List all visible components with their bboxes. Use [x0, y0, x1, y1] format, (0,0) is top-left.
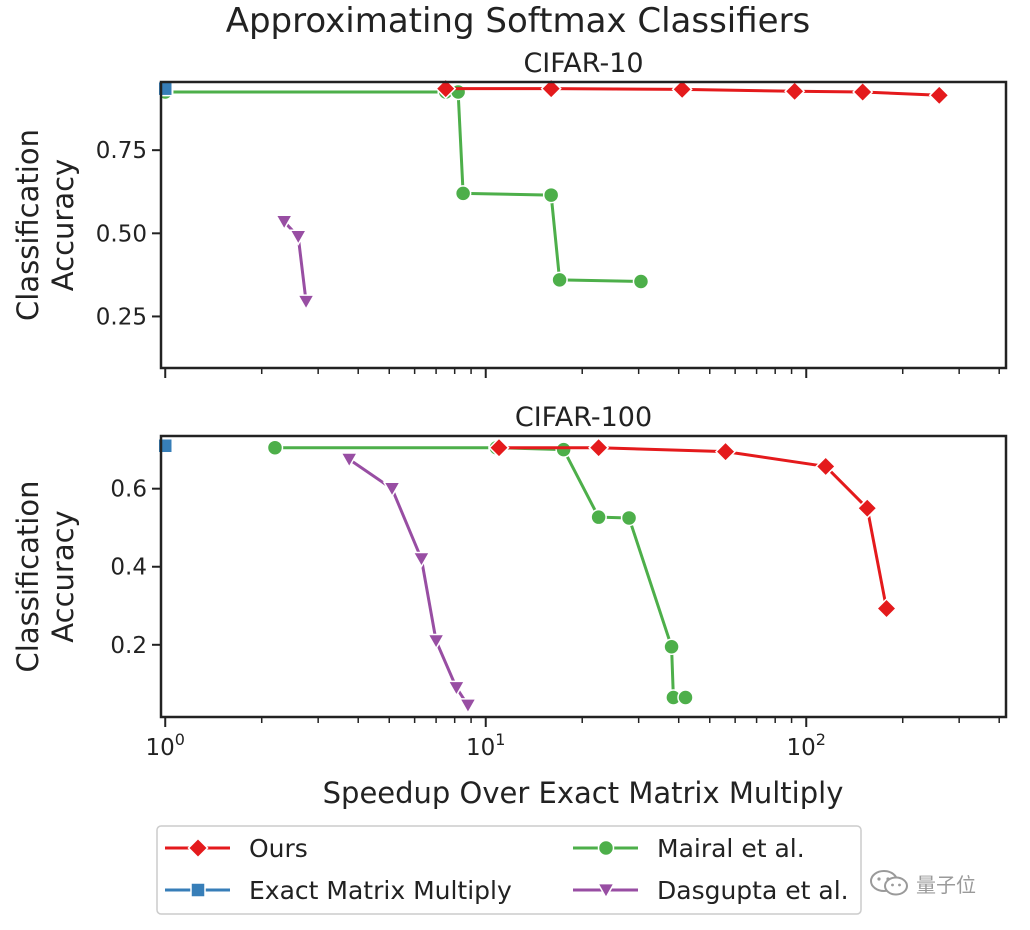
data-point: [551, 271, 568, 289]
data-point: [542, 186, 560, 204]
data-point: [875, 597, 898, 620]
data-point: [663, 638, 680, 655]
data-point: [266, 439, 284, 456]
legend-item-mairal-et-al: Mairal et al.: [573, 834, 805, 863]
panel-title: CIFAR-10: [523, 48, 643, 79]
series-dasgupta-et-al: [274, 214, 316, 311]
y-tick-label: 0.2: [110, 633, 147, 659]
legend: Ours Exact Matrix Multiply Mairal et al. Da…: [156, 825, 862, 915]
y-tick-label: 0.25: [96, 304, 147, 330]
series-mairal-et-al: [266, 439, 694, 706]
legend-marker: [190, 882, 206, 898]
y-axis-label-line1: Classification: [11, 129, 45, 321]
panel-title: CIFAR-100: [515, 402, 652, 433]
series-line: [165, 90, 641, 284]
legend-item-ours: Ours: [165, 834, 308, 863]
legend-marker: [596, 882, 616, 900]
data-point: [339, 452, 359, 469]
wechat-logo-icon: [870, 870, 908, 896]
legend-label: Mairal et al.: [657, 834, 805, 863]
data-point: [426, 633, 446, 651]
panel-cifar-100: CIFAR-100 Classification Accuracy 0.2 0.4 0.6: [11, 402, 1008, 727]
legend-item-exact-matrix-multiply: Exact Matrix Multiply: [165, 876, 512, 905]
y-axis-label: Classification Accuracy: [11, 129, 80, 321]
data-point: [856, 497, 878, 519]
x-axis-label: Speedup Over Exact Matrix Multiply: [323, 776, 844, 810]
series-line: [499, 446, 888, 609]
data-point: [671, 78, 693, 100]
y-axis-label-line2: Accuracy: [46, 159, 80, 291]
data-point: [555, 441, 572, 458]
data-point: [784, 80, 806, 102]
data-point: [288, 229, 308, 246]
series-line: [274, 446, 686, 699]
series-dasgupta-et-al: [339, 452, 478, 715]
y-tick-label: 0.6: [110, 477, 147, 503]
watermark-text: 量子位: [916, 872, 976, 897]
series-ours: [488, 437, 898, 620]
data-point: [677, 689, 694, 706]
data-point: [620, 509, 638, 527]
y-axis-label: Classification Accuracy: [11, 481, 80, 673]
data-point: [412, 551, 431, 569]
series-ours: [435, 78, 950, 106]
y-tick-label: 0.50: [96, 221, 147, 247]
legend-label: Ours: [249, 834, 308, 863]
series-mairal-et-al: [156, 83, 650, 290]
plot-frame: [159, 80, 1008, 370]
data-point: [588, 437, 610, 459]
data-point: [488, 437, 510, 459]
figure-title: Approximating Softmax Classifiers: [226, 1, 811, 41]
legend-frame: [156, 825, 862, 915]
data-point: [454, 185, 472, 202]
data-point: [296, 294, 316, 311]
series-line: [348, 458, 470, 707]
data-point: [815, 455, 837, 478]
data-point: [852, 81, 874, 103]
legend-marker: [597, 839, 615, 857]
watermark: 量子位: [868, 868, 976, 898]
data-point: [435, 78, 457, 100]
panel-cifar-10: CIFAR-10 Classification Accuracy 0.25 0.50 0.…: [11, 48, 1008, 378]
y-tick-label: 0.4: [110, 555, 147, 581]
data-point: [540, 78, 562, 100]
legend-label: Dasgupta et al.: [657, 876, 849, 905]
series-line: [445, 87, 940, 97]
data-point: [274, 214, 294, 231]
x-tick-label: 102: [787, 730, 826, 761]
plot-frame: [159, 434, 1008, 719]
y-tick-label: 0.75: [96, 138, 147, 164]
data-point: [458, 698, 478, 715]
data-point: [714, 441, 737, 463]
x-tick-label: 100: [146, 730, 185, 761]
y-axis-label-line2: Accuracy: [46, 510, 80, 642]
data-point: [590, 508, 607, 526]
x-tick-label: 101: [466, 730, 505, 761]
legend-item-dasgupta-et-al: Dasgupta et al.: [573, 876, 849, 905]
data-point: [382, 481, 402, 498]
data-point: [447, 680, 466, 697]
y-axis-label-line1: Classification: [11, 481, 45, 673]
legend-label: Exact Matrix Multiply: [249, 876, 512, 905]
legend-marker: [187, 837, 209, 859]
data-point: [928, 84, 950, 106]
data-point: [632, 273, 650, 290]
